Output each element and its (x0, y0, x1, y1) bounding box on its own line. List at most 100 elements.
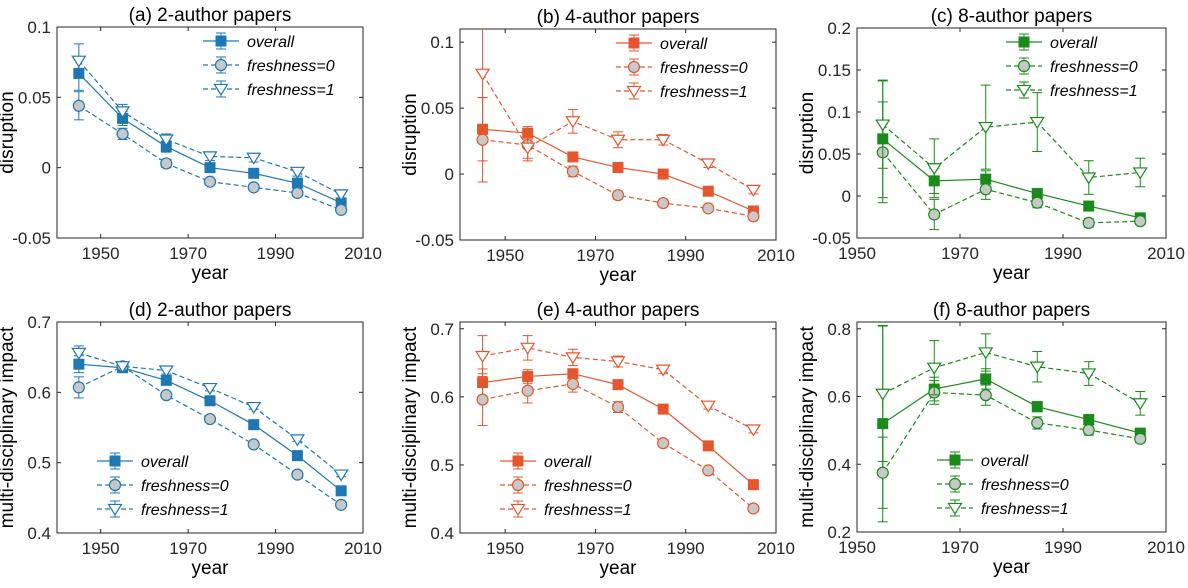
y-tick-label: 0.15 (818, 61, 851, 80)
data-point (1029, 116, 1045, 130)
data-point (611, 189, 625, 202)
y-axis-label: disruption (0, 91, 18, 173)
plot-area (71, 345, 349, 511)
data-point (1031, 416, 1044, 430)
y-tick-label: 0 (445, 165, 454, 184)
data-point (566, 377, 579, 391)
data-point (928, 208, 941, 221)
data-point (700, 400, 716, 413)
data-point (1029, 361, 1045, 374)
data-point (612, 379, 624, 391)
chart-title: (f) 8-author papers (933, 300, 1090, 321)
data-point (979, 183, 992, 196)
data-point (657, 437, 670, 450)
legend: overall freshness=0 freshness=1 (1006, 33, 1138, 100)
y-tick-label: 0.8 (827, 320, 851, 339)
axes-box (856, 321, 1167, 533)
data-point (114, 106, 131, 119)
legend-marker (948, 477, 962, 491)
chart-title: (d) 2-author papers (129, 300, 292, 321)
legend-marker (213, 83, 229, 96)
x-tick-label: 1970 (577, 246, 615, 265)
data-point (1031, 196, 1044, 209)
data-point (1081, 368, 1097, 381)
series-line (882, 151, 1141, 224)
x-tick-label: 1950 (82, 244, 120, 263)
y-tick-label: 0.1 (827, 103, 851, 122)
legend-marker (512, 455, 524, 467)
axes-box (56, 321, 364, 534)
chart-title: (c) 8-author papers (931, 6, 1093, 27)
x-tick-label: 2010 (1147, 538, 1185, 557)
legend-entry: freshness=1 (981, 501, 1069, 518)
data-point (1081, 172, 1097, 185)
axes-box (856, 27, 1167, 239)
legend-marker (949, 454, 961, 466)
legend-marker (1017, 59, 1031, 73)
legend-entry: freshness=0 (981, 477, 1069, 494)
data-point (291, 186, 304, 200)
y-tick-label: 0.2 (827, 19, 851, 38)
y-tick-label: 0.4 (430, 524, 454, 543)
data-point (291, 468, 304, 481)
data-point (1083, 414, 1095, 426)
y-tick-label: 0.5 (27, 454, 51, 473)
legend-entry: freshness=1 (1050, 83, 1138, 100)
data-point (610, 356, 626, 369)
data-point (1134, 432, 1147, 445)
data-point (1082, 216, 1095, 229)
data-point (875, 119, 891, 132)
series-freshness=0 (476, 97, 760, 223)
data-point (980, 373, 992, 385)
series-freshness=1 (474, 335, 762, 437)
data-point (73, 358, 85, 370)
data-point (114, 361, 131, 374)
data-point (1031, 401, 1043, 413)
y-tick-label: 0.5 (430, 456, 454, 475)
series-freshness=1 (875, 80, 1148, 199)
series-freshness=1 (474, 29, 762, 197)
y-axis-label: disruption (400, 93, 421, 175)
x-tick-label: 1970 (941, 538, 979, 557)
x-tick-label: 1970 (169, 244, 207, 263)
data-point (1082, 423, 1095, 437)
data-point (476, 393, 489, 406)
series-freshness=1 (71, 345, 349, 482)
data-point (289, 166, 306, 179)
data-point (247, 438, 260, 451)
plot-area (875, 324, 1148, 523)
data-point (657, 403, 669, 415)
data-point (610, 134, 626, 147)
y-tick-label: 0 (42, 159, 51, 178)
legend-marker (215, 35, 227, 47)
data-point (567, 151, 579, 163)
y-tick-label: 0.05 (421, 99, 454, 118)
x-axis-label: year (192, 263, 230, 284)
plot-area (875, 79, 1148, 231)
data-point (246, 152, 262, 165)
x-tick-label: 1950 (82, 539, 120, 558)
legend-marker (947, 502, 963, 515)
data-point (702, 464, 715, 477)
plot-area (474, 335, 762, 515)
data-point (978, 347, 994, 360)
legend: overall freshness=0 freshness=1 (203, 32, 335, 99)
legend-entry: overall (544, 454, 592, 471)
data-point (611, 400, 625, 414)
legend-entry: overall (660, 36, 708, 53)
data-point (474, 350, 491, 364)
y-tick-label: 0 (842, 187, 851, 206)
legend-entry: freshness=0 (141, 478, 229, 495)
y-tick-label: 0.2 (827, 523, 851, 542)
data-point (612, 161, 624, 173)
data-point (565, 116, 581, 129)
y-tick-label: 0.4 (827, 455, 851, 474)
series-freshness=0 (476, 373, 760, 515)
legend-entry: freshness=0 (1050, 59, 1138, 76)
chart-panel-f: 1950 1970 1990 2010 0.2 0.4 0.6 0.8 (f) 8-author… (797, 300, 1185, 578)
data-point (203, 412, 217, 426)
x-tick-label: 1970 (577, 539, 615, 558)
data-point (747, 502, 760, 515)
y-tick-label: 0.1 (430, 33, 454, 52)
